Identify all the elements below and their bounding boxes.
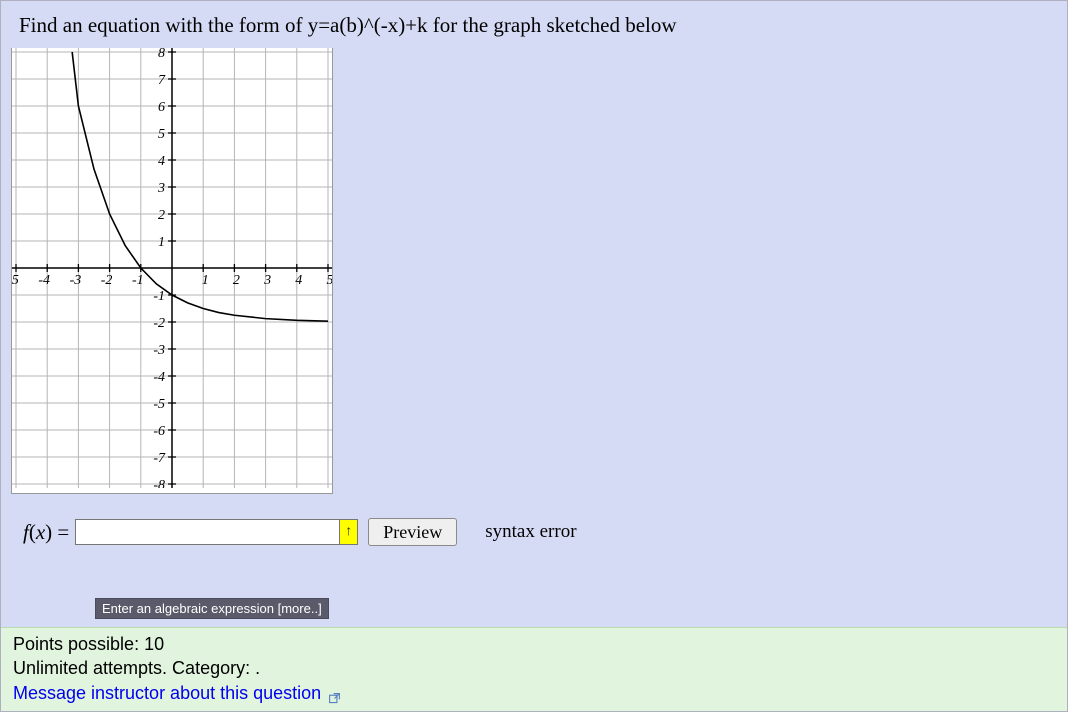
svg-text:4: 4	[295, 273, 302, 288]
points-possible: Points possible: 10	[13, 632, 1055, 656]
svg-text:-7: -7	[153, 451, 166, 466]
preview-button[interactable]: Preview	[368, 518, 457, 546]
function-graph: -5 -4 -3 -2 -1 1 2 3 4 5 -8 -7 -6 -5 -4 -3 -2 -1 1 2 3 4 5 6 7 8	[12, 48, 332, 488]
svg-text:7: 7	[158, 73, 166, 88]
svg-text:3: 3	[263, 273, 271, 288]
svg-text:6: 6	[158, 100, 165, 115]
svg-text:-5: -5	[12, 273, 19, 288]
svg-text:1: 1	[202, 273, 209, 288]
svg-text:-4: -4	[38, 273, 50, 288]
svg-text:-6: -6	[153, 424, 165, 439]
svg-text:-1: -1	[153, 289, 165, 304]
question-container: Find an equation with the form of y=a(b)…	[0, 0, 1068, 712]
svg-text:-2: -2	[101, 273, 113, 288]
svg-text:2: 2	[158, 208, 165, 223]
question-footer: Points possible: 10 Unlimited attempts. …	[1, 627, 1067, 711]
question-prompt: Find an equation with the form of y=a(b)…	[1, 1, 1067, 48]
input-hint[interactable]: Enter an algebraic expression [more..]	[95, 598, 329, 619]
svg-text:-8: -8	[153, 478, 165, 488]
svg-text:-1: -1	[132, 273, 144, 288]
function-label: f(x) =	[23, 520, 69, 545]
svg-text:4: 4	[158, 154, 165, 169]
svg-text:-5: -5	[153, 397, 165, 412]
expand-arrow-button[interactable]: ↑	[340, 519, 358, 545]
answer-row: f(x) = ↑ Preview syntax error	[1, 518, 1067, 546]
graph-panel: -5 -4 -3 -2 -1 1 2 3 4 5 -8 -7 -6 -5 -4 -3 -2 -1 1 2 3 4 5 6 7 8	[11, 48, 333, 494]
svg-text:8: 8	[158, 48, 165, 61]
svg-text:-3: -3	[70, 273, 82, 288]
svg-text:5: 5	[327, 273, 333, 288]
external-link-icon	[328, 687, 341, 700]
svg-text:5: 5	[158, 127, 165, 142]
svg-text:3: 3	[157, 181, 165, 196]
svg-text:2: 2	[233, 273, 240, 288]
hint-more-link[interactable]: [more..]	[278, 601, 322, 616]
arrow-up-icon: ↑	[345, 524, 352, 540]
svg-text:-2: -2	[153, 316, 165, 331]
attempts-line: Unlimited attempts. Category: .	[13, 656, 1055, 680]
svg-text:-4: -4	[153, 370, 165, 385]
message-instructor-link[interactable]: Message instructor about this question	[13, 683, 321, 703]
error-message: syntax error	[485, 521, 576, 543]
answer-input[interactable]	[75, 519, 340, 545]
svg-text:-3: -3	[153, 343, 165, 358]
svg-text:1: 1	[158, 235, 165, 250]
